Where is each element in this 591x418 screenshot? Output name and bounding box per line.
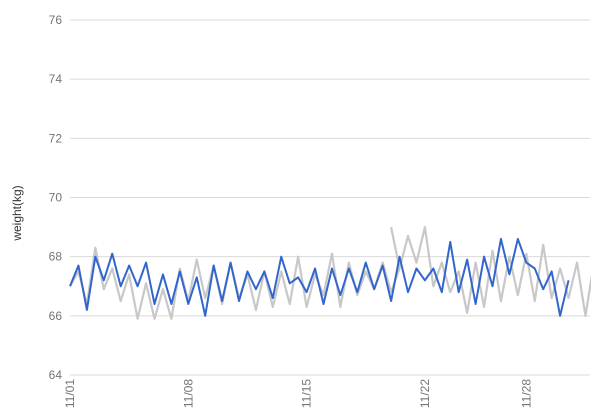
y-tick-label: 64: [49, 368, 63, 382]
x-tick-label: 11/22: [418, 379, 432, 408]
x-tick-label: 11/28: [519, 379, 533, 408]
y-tick-label: 66: [49, 309, 63, 323]
y-tick-label: 74: [49, 72, 63, 86]
y-axis-title: weight(kg): [10, 185, 24, 241]
series-line-1: [390, 225, 591, 317]
grid-layer: [70, 19, 590, 376]
y-tick-label: 76: [49, 13, 63, 27]
x-tick-label: 11/01: [63, 379, 77, 408]
y-tick-label: 68: [49, 250, 63, 264]
y-tick-label: 72: [49, 131, 63, 145]
x-tick-label: 11/15: [300, 379, 314, 408]
series-line-2: [69, 237, 570, 317]
y-tick-labels: 64 66 68 70 72 74 76: [49, 13, 63, 382]
x-tick-labels: 11/01 11/08 11/15 11/22 11/28: [63, 379, 533, 408]
series-layer: [69, 225, 591, 320]
x-tick-label: 11/08: [181, 379, 195, 408]
y-tick-label: 70: [49, 191, 63, 205]
